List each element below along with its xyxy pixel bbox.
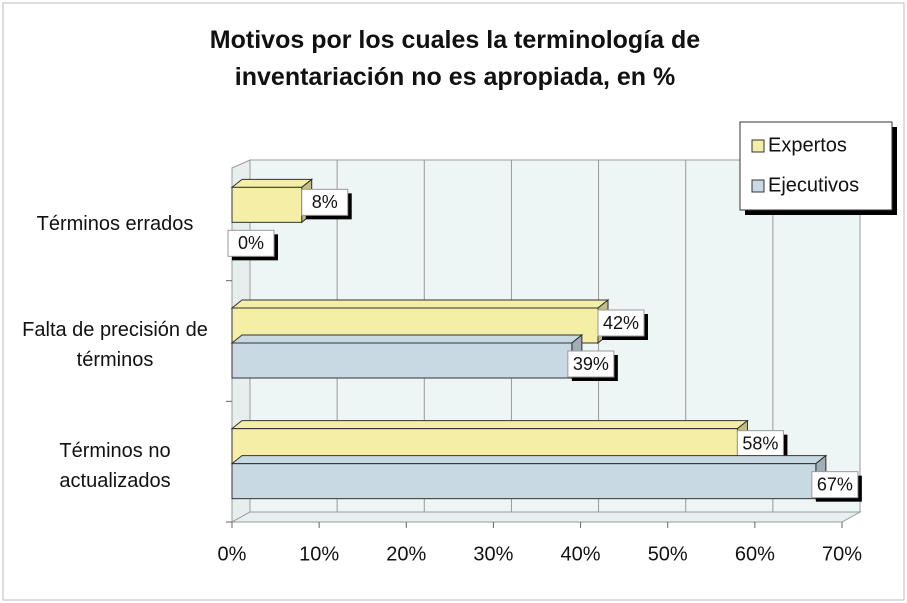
- bar-group: [230, 454, 828, 500]
- data-label: 67%: [817, 474, 853, 494]
- bar-group: [230, 333, 584, 380]
- label-box: [811, 471, 859, 499]
- label-box: [227, 229, 275, 257]
- y-tick-label: Términos errados: [36, 213, 194, 236]
- data-label: 42%: [603, 313, 639, 333]
- label-box: [567, 350, 615, 378]
- x-tick-label: 20%: [386, 543, 426, 565]
- x-tick-label: 40%: [561, 543, 601, 565]
- floor: [230, 511, 862, 523]
- bar-top: [230, 299, 610, 309]
- bar-top: [230, 178, 314, 188]
- label-box: [597, 309, 645, 337]
- bar: [231, 342, 573, 379]
- legend-label: Expertos: [768, 134, 847, 156]
- x-tick-label: 30%: [473, 543, 513, 565]
- bar-group: [230, 178, 314, 224]
- bar: [231, 186, 303, 223]
- legend-swatch: [751, 139, 765, 153]
- data-label: 0%: [238, 233, 264, 253]
- bar-top: [230, 455, 828, 465]
- x-tick-label: 60%: [735, 543, 775, 565]
- legend: [739, 121, 893, 211]
- chart-title: Motivos por los cuales la terminología d…: [209, 26, 701, 91]
- label-box: [736, 430, 784, 458]
- legend-label: Ejecutivos: [768, 174, 859, 196]
- data-label: 58%: [742, 433, 778, 453]
- x-tick-label: 50%: [648, 543, 688, 565]
- bar-top: [230, 334, 584, 344]
- data-label: 8%: [312, 192, 338, 212]
- data-label: 39%: [573, 354, 609, 374]
- x-tick-label: 70%: [822, 543, 862, 565]
- bar-top: [230, 420, 749, 430]
- bar: [231, 463, 817, 500]
- label-box: [301, 188, 349, 216]
- y-tick-label: Términos no actualizados: [59, 439, 171, 492]
- x-tick-label: 0%: [218, 543, 247, 565]
- legend-swatch: [751, 179, 765, 193]
- y-tick-label: Falta de precisión de términos: [22, 319, 208, 371]
- x-tick-label: 10%: [299, 543, 339, 565]
